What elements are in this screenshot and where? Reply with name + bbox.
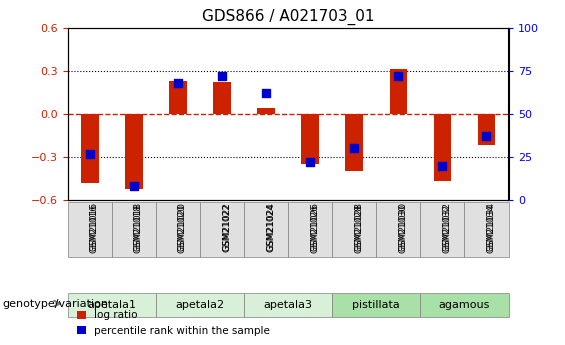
Title: GDS866 / A021703_01: GDS866 / A021703_01	[202, 9, 375, 25]
Bar	[477, 114, 496, 146]
Text: GSM21026: GSM21026	[310, 202, 319, 251]
Bar	[125, 114, 143, 189]
Text: agamous: agamous	[439, 300, 490, 310]
Text: GSM21028: GSM21028	[354, 202, 363, 251]
Text: pistillata: pistillata	[353, 300, 400, 310]
Bar	[81, 114, 99, 183]
Text: GSM21034: GSM21034	[486, 204, 496, 253]
Text: GSM21024: GSM21024	[266, 202, 275, 251]
Point	[173, 80, 182, 86]
Bar	[213, 82, 231, 114]
Legend: log ratio, percentile rank within the sample: log ratio, percentile rank within the sa…	[73, 306, 274, 340]
Text: GSM21016: GSM21016	[90, 202, 99, 251]
Point	[129, 184, 138, 189]
Bar	[345, 114, 363, 171]
Point	[85, 151, 94, 156]
Text: GSM21028: GSM21028	[354, 204, 363, 253]
Text: GSM21020: GSM21020	[178, 204, 187, 253]
Point	[394, 73, 403, 79]
Point	[306, 159, 315, 165]
Text: apetala2: apetala2	[176, 300, 224, 310]
Bar	[301, 114, 319, 164]
Text: apetala1: apetala1	[88, 300, 136, 310]
Text: GSM21016: GSM21016	[90, 204, 99, 253]
Text: GSM21032: GSM21032	[442, 204, 451, 253]
Point	[350, 146, 359, 151]
Text: GSM21018: GSM21018	[134, 202, 143, 251]
Text: GSM21020: GSM21020	[178, 202, 187, 251]
Text: genotype/variation: genotype/variation	[3, 299, 109, 308]
Bar	[257, 108, 275, 114]
Text: GSM21026: GSM21026	[310, 204, 319, 253]
Bar	[169, 81, 187, 114]
Text: GSM21030: GSM21030	[398, 202, 407, 251]
Point	[218, 73, 227, 79]
Text: GSM21034: GSM21034	[486, 202, 496, 251]
Text: GSM21024: GSM21024	[266, 204, 275, 253]
Bar	[389, 69, 407, 114]
Point	[262, 90, 271, 96]
Point	[438, 163, 447, 168]
Text: GSM21018: GSM21018	[134, 204, 143, 253]
Point	[482, 134, 491, 139]
Text: GSM21022: GSM21022	[222, 204, 231, 253]
Text: GSM21032: GSM21032	[442, 202, 451, 251]
Bar	[433, 114, 451, 181]
Text: apetala3: apetala3	[264, 300, 312, 310]
Text: GSM21022: GSM21022	[222, 202, 231, 251]
Text: GSM21030: GSM21030	[398, 204, 407, 253]
